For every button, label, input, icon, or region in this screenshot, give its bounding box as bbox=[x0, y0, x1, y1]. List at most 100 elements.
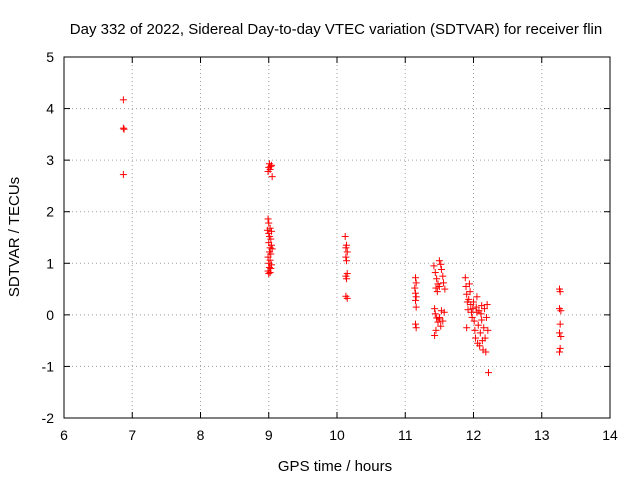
data-point bbox=[265, 263, 273, 271]
data-point bbox=[412, 324, 420, 332]
data-point bbox=[481, 334, 489, 342]
y-tick-label: 4 bbox=[46, 101, 54, 117]
y-tick-label: -1 bbox=[42, 358, 55, 374]
data-points bbox=[119, 96, 565, 377]
data-point bbox=[556, 344, 564, 352]
data-point bbox=[472, 303, 480, 311]
x-tick-label: 10 bbox=[329, 427, 345, 443]
x-tick-label: 9 bbox=[265, 427, 273, 443]
data-point bbox=[266, 256, 274, 264]
data-point bbox=[343, 248, 351, 256]
y-tick-label: -2 bbox=[42, 410, 55, 426]
y-tick-label: 1 bbox=[46, 255, 54, 271]
data-point bbox=[437, 307, 445, 315]
data-point bbox=[478, 316, 486, 324]
data-point bbox=[478, 302, 486, 310]
y-tick-label: 3 bbox=[46, 152, 54, 168]
data-point bbox=[266, 224, 274, 232]
data-point bbox=[441, 285, 449, 293]
data-point bbox=[267, 235, 275, 243]
grid bbox=[64, 57, 610, 418]
data-point bbox=[439, 279, 447, 287]
data-point bbox=[480, 324, 488, 332]
data-point bbox=[463, 324, 471, 332]
data-point bbox=[411, 320, 419, 328]
data-point bbox=[437, 322, 445, 330]
data-point bbox=[439, 272, 447, 280]
data-point bbox=[431, 269, 439, 277]
data-point bbox=[483, 301, 491, 309]
data-point bbox=[476, 329, 484, 337]
data-point bbox=[476, 342, 484, 350]
data-point bbox=[437, 265, 445, 273]
x-tick-label: 12 bbox=[466, 427, 482, 443]
data-point bbox=[471, 326, 479, 334]
data-point bbox=[431, 310, 439, 318]
data-point bbox=[465, 280, 473, 288]
data-point bbox=[266, 269, 274, 277]
data-point bbox=[266, 165, 274, 173]
data-point bbox=[474, 321, 482, 329]
chart-title: Day 332 of 2022, Sidereal Day-to-day VTE… bbox=[70, 21, 602, 38]
data-point bbox=[469, 305, 477, 313]
data-point bbox=[435, 282, 443, 290]
data-point bbox=[482, 313, 490, 321]
data-point bbox=[555, 329, 563, 337]
data-point bbox=[119, 124, 127, 132]
data-point bbox=[437, 260, 445, 268]
data-point bbox=[482, 348, 490, 356]
data-point bbox=[411, 274, 419, 282]
data-point bbox=[555, 348, 563, 356]
data-point bbox=[433, 275, 441, 283]
data-point bbox=[411, 296, 419, 304]
data-point bbox=[341, 232, 349, 240]
y-axis-label: SDTVAR / TECUs bbox=[6, 177, 23, 297]
data-point bbox=[556, 320, 564, 328]
data-point bbox=[470, 298, 477, 306]
data-point bbox=[485, 369, 493, 377]
data-point bbox=[433, 288, 441, 296]
y-tick-label: 0 bbox=[46, 307, 54, 323]
data-point bbox=[432, 326, 440, 334]
data-point bbox=[435, 313, 443, 321]
data-point bbox=[412, 303, 420, 311]
data-point bbox=[343, 275, 351, 283]
y-tick-label: 2 bbox=[46, 204, 54, 220]
data-point bbox=[119, 171, 127, 179]
data-point bbox=[431, 305, 439, 313]
x-tick-label: 7 bbox=[128, 427, 136, 443]
data-point bbox=[434, 318, 442, 326]
data-point bbox=[265, 270, 273, 278]
data-point bbox=[342, 253, 350, 261]
data-point bbox=[468, 313, 476, 321]
data-point bbox=[465, 295, 473, 303]
data-point bbox=[342, 244, 350, 252]
data-point bbox=[472, 334, 480, 342]
data-point bbox=[435, 257, 443, 265]
data-point bbox=[430, 262, 438, 270]
data-point bbox=[268, 173, 276, 181]
data-point bbox=[343, 257, 351, 265]
data-point bbox=[267, 161, 275, 169]
x-tick-label: 8 bbox=[197, 427, 205, 443]
data-point bbox=[343, 294, 351, 302]
data-point bbox=[119, 96, 127, 104]
data-point bbox=[267, 227, 275, 235]
x-axis-label: GPS time / hours bbox=[278, 458, 392, 475]
data-point bbox=[431, 331, 439, 339]
x-tick-label: 6 bbox=[60, 427, 68, 443]
data-point bbox=[473, 293, 481, 301]
x-tick-label: 14 bbox=[602, 427, 618, 443]
data-point bbox=[264, 215, 272, 223]
data-point bbox=[470, 317, 478, 325]
data-point bbox=[120, 125, 128, 133]
data-point bbox=[477, 310, 485, 318]
x-tick-label: 11 bbox=[398, 427, 413, 443]
data-point bbox=[411, 289, 419, 297]
data-point bbox=[412, 279, 420, 287]
x-tick-label: 13 bbox=[534, 427, 550, 443]
data-point bbox=[411, 284, 419, 292]
data-point bbox=[556, 288, 564, 296]
